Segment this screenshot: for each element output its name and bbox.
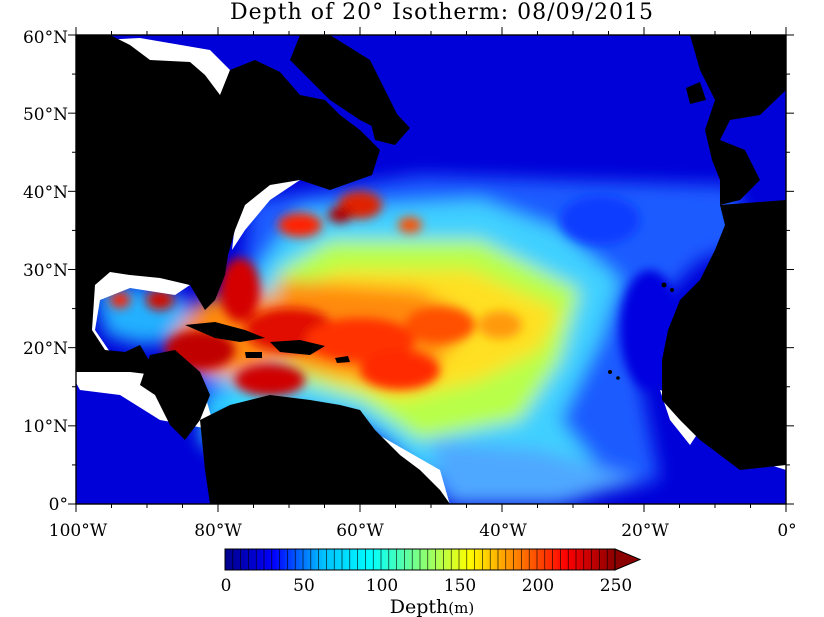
colorbar-title-text: Depth [390,596,449,617]
y-tick-50n: 50°N [23,105,68,125]
colorbar: 0 50 100 150 200 250 Depth(m) [221,548,642,617]
x-tick-20w: 20°W [621,521,669,541]
y-tick-0: 0° [49,495,68,515]
y-tick-10n: 10°N [23,417,68,437]
y-tick-60n: 60°N [23,28,68,48]
colorbar-label-200: 200 [522,576,554,596]
x-tick-40w: 40°W [479,521,527,541]
colorbar-max-arrow [614,548,642,571]
x-axis-labels: 100°W 80°W 60°W 40°W 20°W 0° [49,521,797,541]
x-tick-100w: 100°W [49,521,108,541]
depth-maxima [110,191,680,429]
colorbar-dividers [232,549,608,570]
x-tick-60w: 60°W [336,521,384,541]
colorbar-label-0: 0 [221,576,232,596]
y-tick-20n: 20°N [23,339,68,359]
y-tick-40n: 40°N [23,183,68,203]
axis-ticks [68,27,794,512]
colorbar-label-100: 100 [366,576,398,596]
y-axis-labels: 0° 10°N 20°N 30°N 40°N 50°N 60°N [23,28,68,515]
land [76,35,786,504]
map-title: Depth of 20° Isotherm: 08/09/2015 [230,0,654,25]
colorbar-label-50: 50 [293,576,315,596]
x-tick-80w: 80°W [194,521,242,541]
colorbar-title: Depth(m) [390,596,474,617]
colorbar-label-250: 250 [600,576,632,596]
x-tick-0: 0° [777,521,796,541]
colorbar-label-150: 150 [444,576,476,596]
plot-area [76,35,786,504]
colorbar-title-unit: (m) [448,599,474,617]
y-tick-30n: 30°N [23,261,68,281]
